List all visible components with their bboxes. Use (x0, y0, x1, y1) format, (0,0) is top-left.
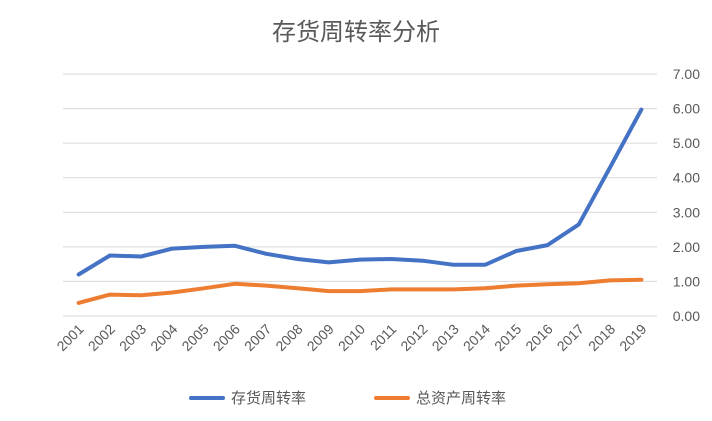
legend-label-0: 存货周转率 (231, 389, 306, 407)
x-tick-label: 2016 (522, 321, 555, 354)
series-line-1 (76, 277, 644, 305)
x-tick-label: 2009 (304, 321, 337, 354)
x-tick-label: 2010 (335, 321, 368, 354)
x-tick-label: 2011 (367, 321, 400, 354)
y-tick-label: 4.00 (673, 170, 700, 186)
legend-label-1: 总资产周转率 (416, 389, 506, 407)
y-tick-label: 3.00 (673, 204, 700, 220)
x-tick-label: 2006 (210, 321, 243, 354)
x-tick-label: 2013 (429, 321, 462, 354)
x-tick-label: 2003 (116, 321, 149, 354)
x-axis-ticks: 2001200220032004200520062007200820092010… (53, 321, 649, 354)
series-lines (76, 107, 644, 305)
x-tick-label: 2015 (491, 321, 524, 354)
y-tick-label: 2.00 (673, 239, 700, 255)
y-tick-label: 7.00 (673, 66, 700, 82)
x-tick-label: 2017 (554, 321, 587, 354)
x-tick-label: 2002 (85, 321, 118, 354)
x-tick-label: 2014 (460, 321, 493, 354)
y-tick-label: 1.00 (673, 273, 700, 289)
x-tick-label: 2008 (272, 321, 305, 354)
y-tick-label: 0.00 (673, 308, 700, 324)
y-axis-ticks: 0.00 1.00 2.00 3.00 4.00 5.00 6.00 7.00 (673, 66, 700, 324)
x-tick-label: 2004 (147, 321, 180, 354)
x-tick-label: 2007 (241, 321, 274, 354)
y-tick-label: 5.00 (673, 135, 700, 151)
chart-title: 存货周转率分析 (272, 18, 440, 46)
x-tick-label: 2005 (178, 321, 211, 354)
x-tick-label: 2012 (397, 321, 430, 354)
y-tick-label: 6.00 (673, 101, 700, 117)
legend: 存货周转率 总资产周转率 (189, 389, 506, 407)
x-tick-label: 2019 (616, 321, 649, 354)
series-line-0 (76, 107, 644, 277)
x-tick-label: 2018 (585, 321, 618, 354)
gridlines (63, 73, 657, 317)
x-tick-label: 2001 (53, 321, 86, 354)
